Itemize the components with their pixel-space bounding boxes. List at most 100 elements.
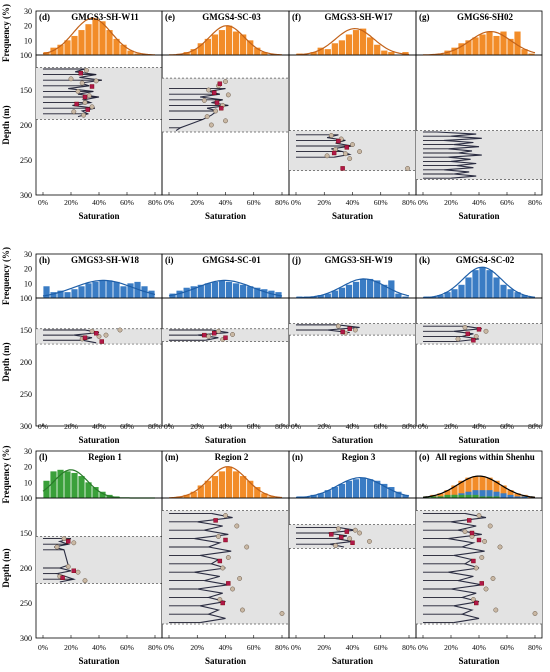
histogram-bar: [225, 466, 233, 498]
panel-i: (i) GMGS4-SC-01: [161, 253, 290, 427]
depth-tick-label: 200: [20, 564, 32, 573]
histogram-bar: [367, 479, 374, 498]
freq-tick-label: 30: [24, 7, 32, 16]
core-sample-point: [333, 543, 338, 549]
panel-h: (h) GMGS3-SH-W18: [35, 253, 163, 427]
histogram-bar: [352, 479, 360, 498]
hydrate-zone-band: [416, 510, 542, 624]
core-sample-point: [483, 586, 489, 592]
histogram-bar: [190, 286, 197, 298]
histogram-bar: [374, 44, 381, 55]
histogram-bar: [268, 496, 275, 498]
panel-label: (k): [419, 255, 430, 265]
x-tick-label: 20%: [317, 643, 331, 652]
pressure-core-marker: [471, 338, 476, 343]
x-tick-label: 60%: [374, 643, 388, 652]
fit-curve: [42, 17, 155, 56]
histogram-bar: [381, 50, 388, 55]
x-tick-label: 80%: [148, 643, 162, 652]
pressure-core-marker: [479, 581, 484, 586]
core-sample-point: [352, 527, 358, 533]
pressure-core-marker: [99, 339, 105, 344]
pressure-core-marker: [329, 532, 334, 537]
histogram-bar-blue: [514, 496, 521, 498]
fit-curve: [423, 31, 536, 56]
frequency-axis-label: Frequency (%): [1, 247, 11, 305]
fit-curve: [422, 266, 536, 299]
pressure-core-marker: [85, 107, 91, 112]
hydrate-zone-band: [162, 510, 289, 624]
core-sample-point: [493, 607, 499, 613]
histogram-bar: [190, 491, 197, 498]
depth-tick-label: 150: [20, 529, 32, 538]
histogram-bar: [92, 281, 99, 298]
panel-j: (j) GMGS3-SH-W19: [288, 253, 417, 427]
depth-tick-label: 200: [20, 358, 32, 367]
histogram-bar-blue: [472, 490, 479, 498]
panel-m: (m) Region 2: [161, 450, 290, 639]
core-sample-point: [335, 323, 341, 329]
histogram-bar: [472, 476, 479, 498]
fit-curve: [168, 25, 283, 56]
pressure-core-marker: [344, 529, 350, 534]
histogram-bar: [57, 290, 64, 298]
x-tick-label: 40%: [346, 643, 360, 652]
histogram-bar: [317, 47, 324, 55]
histogram-bar: [197, 485, 204, 498]
x-tick-label: 80%: [528, 643, 542, 652]
histogram-bar: [218, 471, 226, 498]
core-sample-point: [473, 333, 479, 339]
histogram-bar: [374, 280, 381, 298]
histogram-bar: [514, 31, 521, 55]
pressure-core-marker: [211, 90, 217, 96]
core-sample-point: [68, 76, 74, 82]
x-tick-label: 40%: [346, 422, 360, 431]
histogram-bar: [514, 493, 521, 498]
x-tick-label: 80%: [402, 198, 416, 207]
core-sample-point: [342, 151, 348, 157]
histogram-bar: [451, 485, 458, 498]
histogram-bar: [183, 287, 190, 298]
fit-curve: [168, 279, 283, 297]
pressure-core-marker: [223, 335, 228, 340]
pressure-core-marker: [211, 331, 217, 336]
depth-tick-label: 200: [20, 121, 32, 130]
x-tick-label: 80%: [528, 422, 542, 431]
depth-tick-label: 300: [20, 191, 32, 200]
histogram-bar: [472, 270, 479, 298]
core-sample-point: [347, 156, 353, 162]
histogram-bar: [71, 289, 78, 298]
x-tick-label: 0%: [164, 198, 174, 207]
depth-tick-label: 250: [20, 156, 32, 165]
histogram-bar-green: [458, 494, 465, 498]
histogram-bar: [493, 480, 500, 498]
histogram-bar: [500, 485, 507, 498]
freq-tick-label: 30: [24, 250, 32, 259]
panel-label: (d): [39, 12, 50, 22]
histogram-bar: [465, 277, 472, 298]
core-sample-point: [223, 79, 228, 85]
x-tick-label: 60%: [500, 422, 514, 431]
core-sample-point: [86, 93, 92, 99]
depth-tick-label: 150: [20, 86, 32, 95]
histogram-bar-blue: [493, 491, 500, 498]
panel-g: (g) GMGS6-SH02: [415, 10, 543, 196]
histogram-bar: [218, 280, 226, 298]
histogram-bar: [85, 24, 92, 55]
histogram-bar-green: [451, 494, 458, 498]
histogram-bar: [310, 494, 317, 498]
pressure-core-marker: [74, 101, 79, 107]
core-sample-point: [83, 67, 89, 73]
histogram-bar: [225, 25, 233, 55]
histogram-bar: [472, 37, 479, 55]
histogram-bar: [507, 38, 514, 55]
x-tick-label: 80%: [275, 643, 289, 652]
histogram-bar: [120, 44, 127, 55]
panel-title: GMGS3-SH-W11: [71, 12, 139, 22]
x-tick-label: 20%: [444, 643, 458, 652]
pressure-core-marker: [476, 327, 482, 332]
x-tick-label: 20%: [444, 422, 458, 431]
x-tick-label: 60%: [120, 422, 134, 431]
histogram-bar: [99, 21, 106, 55]
